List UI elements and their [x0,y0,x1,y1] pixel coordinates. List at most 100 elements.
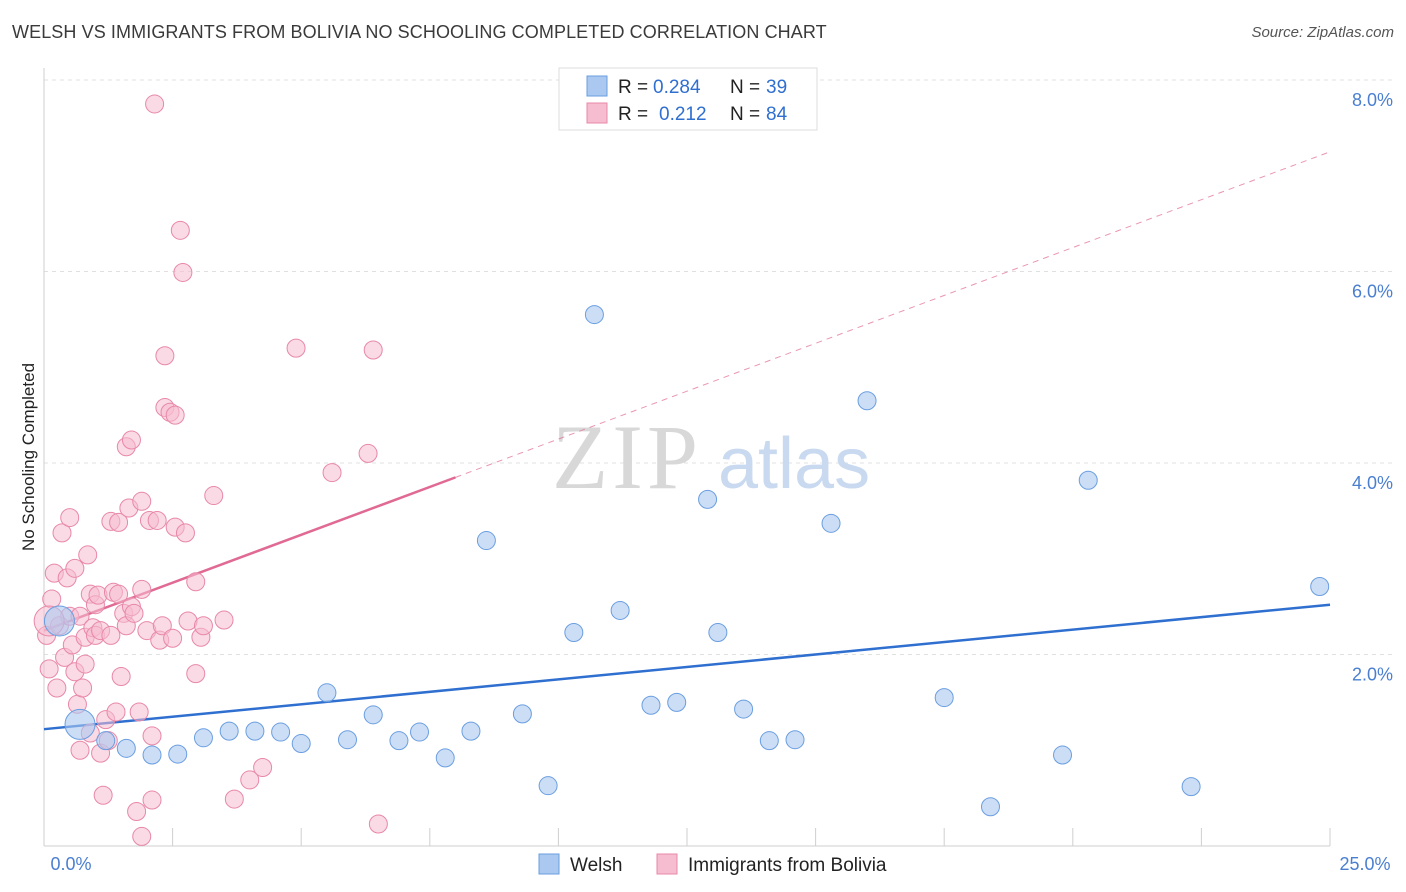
bottom-legend-label-welsh: Welsh [570,855,622,876]
bolivia-point [47,678,67,698]
bolivia-point [204,486,224,506]
welsh-point [759,731,779,751]
welsh-point [785,730,805,750]
bolivia-point [129,702,149,722]
bolivia-point [111,667,131,687]
watermark: ZIP atlas [552,406,870,508]
y-axis-label: No Schooling Completed [19,363,38,551]
welsh-point [291,734,311,754]
welsh-point [245,721,265,741]
welsh-point [934,688,954,708]
bottom-legend-swatch-welsh [538,853,560,875]
welsh-point [337,730,357,750]
legend-r-label-bolivia: R = [618,104,648,125]
welsh-point [461,721,481,741]
bolivia-point [78,545,98,565]
watermark-atlas: atlas [718,424,870,504]
bolivia-point [109,584,129,604]
bottom-legend-label-bolivia: Immigrants from Bolivia [688,855,887,876]
bolivia-point [224,789,244,809]
legend-n-value-bolivia: 84 [766,104,788,125]
bolivia-point [155,346,175,366]
bolivia-point [175,523,195,543]
legend-n-label-welsh: N = [730,77,760,98]
bolivia-point [132,491,152,511]
y-tick-label-6: 6.0% [1352,282,1393,302]
bolivia-point [173,262,193,282]
y-tick-labels: 2.0% 4.0% 6.0% 8.0% [1352,90,1393,685]
bolivia-point [121,430,141,450]
bolivia-point [109,512,129,532]
welsh-point [96,731,116,751]
legend-r-label-welsh: R = [618,77,648,98]
bolivia-point [368,814,388,834]
welsh-point [857,391,877,411]
x-tick-label-max: 25.0% [1339,854,1390,874]
welsh-point [1310,577,1330,597]
bolivia-point [145,94,165,114]
bolivia-point [358,443,378,463]
bolivia-point [165,405,185,425]
welsh-trend-line [43,603,1331,731]
bolivia-trend-extension [455,151,1331,478]
legend-swatch-bolivia [586,102,608,124]
legend-r-value-bolivia: 0.212 [659,104,707,125]
welsh-points [43,305,1330,817]
bolivia-point [147,510,167,530]
bolivia-point [186,664,206,684]
welsh-point [116,738,136,758]
bottom-legend-swatch-bolivia [656,853,678,875]
bolivia-point [186,572,206,592]
bolivia-point [363,340,383,360]
bolivia-point [152,616,172,636]
bolivia-point [75,654,95,674]
legend-n-value-welsh: 39 [766,77,787,98]
welsh-point [142,745,162,765]
welsh-point [435,748,455,768]
bolivia-point [88,585,108,605]
welsh-point [1181,777,1201,797]
legend: R = 0.284 N = 39 R = 0.212 N = 84 [558,67,818,131]
welsh-point [734,699,754,719]
bolivia-point [163,628,183,648]
bolivia-point [170,220,190,240]
bolivia-point [214,610,234,630]
bolivia-trend-line [43,476,456,632]
y-tick-label-8: 8.0% [1352,90,1393,110]
bolivia-point [124,603,144,623]
welsh-point [1053,745,1073,765]
welsh-point [1078,470,1098,490]
legend-swatch-welsh [586,75,608,97]
legend-r-value-welsh: 0.284 [653,77,701,98]
welsh-point [564,622,584,642]
welsh-point [43,605,75,637]
welsh-point [410,722,430,742]
welsh-point [512,704,532,724]
chart-title: WELSH VS IMMIGRANTS FROM BOLIVIA NO SCHO… [12,22,827,42]
trend-lines [43,151,1331,731]
welsh-point [271,722,291,742]
welsh-point [610,600,630,620]
bolivia-point [42,589,62,609]
legend-n-label-bolivia: N = [730,104,760,125]
welsh-point [389,731,409,751]
welsh-point [584,305,604,325]
bolivia-point [39,659,59,679]
y-tick-label-2: 2.0% [1352,665,1393,685]
welsh-point [193,728,213,748]
bolivia-point [101,625,121,645]
welsh-point [317,683,337,703]
bolivia-point [132,579,152,599]
bolivia-point [60,508,80,528]
x-tick-marks [43,828,1331,846]
welsh-point [538,776,558,796]
bolivia-point [322,463,342,483]
bolivia-point [106,702,126,722]
bolivia-point [240,770,260,790]
bolivia-point [93,785,113,805]
source-label: Source: ZipAtlas.com [1251,24,1394,41]
y-tick-label-4: 4.0% [1352,473,1393,493]
watermark-zip: ZIP [552,406,702,508]
welsh-point [708,622,728,642]
